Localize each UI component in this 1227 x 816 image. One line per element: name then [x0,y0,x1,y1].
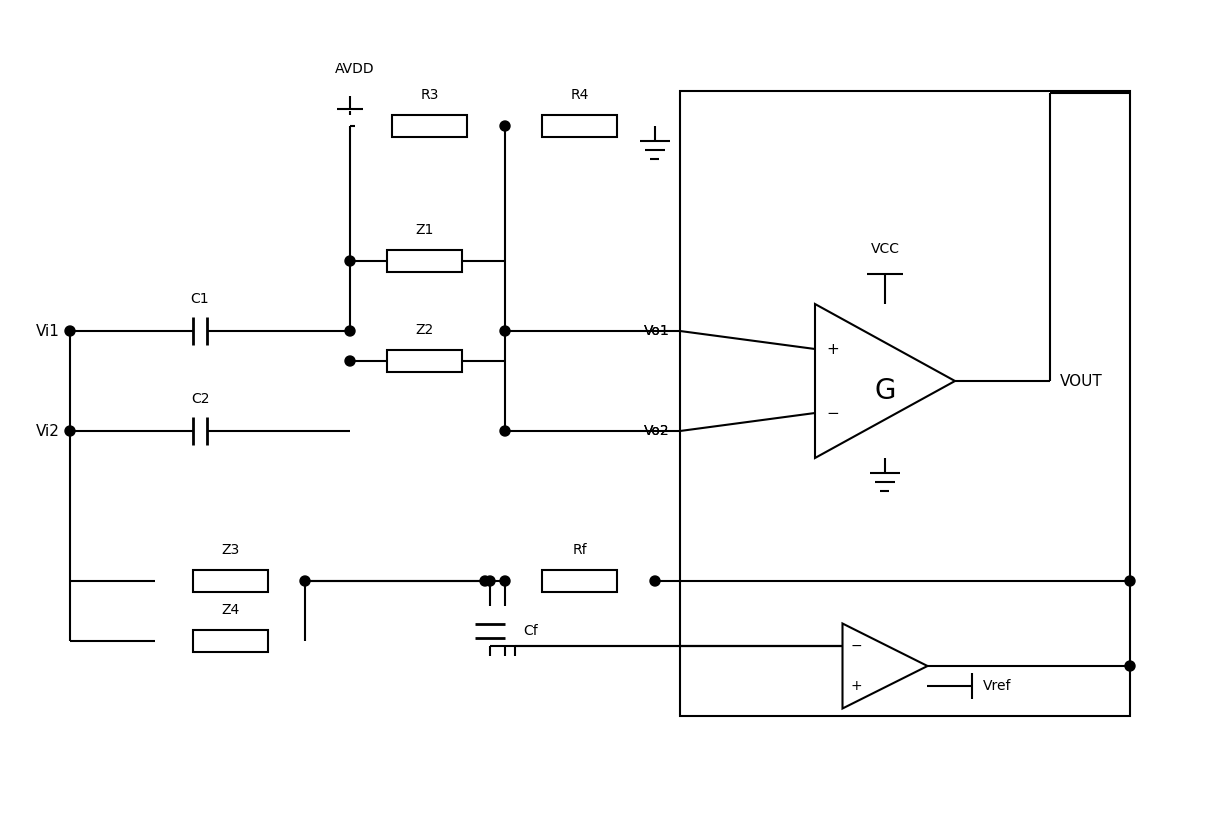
Circle shape [480,576,490,586]
Text: Z1: Z1 [416,223,434,237]
Circle shape [65,326,75,336]
Circle shape [345,256,355,266]
Text: Vi2: Vi2 [36,424,60,438]
Bar [388,250,463,272]
Circle shape [345,356,355,366]
Text: +: + [827,342,839,357]
Bar [393,115,467,137]
Circle shape [499,426,510,436]
Bar [193,570,267,592]
Circle shape [499,121,510,131]
Text: −: − [827,406,839,420]
Text: G: G [875,377,896,405]
Text: Vi1: Vi1 [36,323,60,339]
Text: Vref: Vref [983,679,1011,693]
Circle shape [499,326,510,336]
Circle shape [650,576,660,586]
Text: Z4: Z4 [221,603,239,617]
Text: VCC: VCC [870,242,899,256]
Text: Vo1: Vo1 [644,324,670,338]
Text: AVDD: AVDD [335,62,374,76]
Text: Vo2: Vo2 [644,424,670,438]
Text: R4: R4 [571,88,589,102]
Text: Z2: Z2 [416,323,434,337]
Bar [542,570,617,592]
Text: C2: C2 [190,392,210,406]
Text: +: + [850,679,863,693]
Text: Rf: Rf [573,543,588,557]
Bar [388,350,463,372]
Text: C1: C1 [190,292,210,306]
Text: R3: R3 [421,88,439,102]
Text: Z3: Z3 [221,543,239,557]
Text: −: − [850,639,863,653]
Circle shape [1125,576,1135,586]
Circle shape [485,576,494,586]
Bar [680,91,1130,716]
Bar [542,115,617,137]
Circle shape [1125,661,1135,671]
Circle shape [299,576,310,586]
Text: Cf: Cf [523,624,537,638]
Text: Vo2: Vo2 [644,424,670,438]
Text: VOUT: VOUT [1060,374,1103,388]
Text: Vo1: Vo1 [644,324,670,338]
Circle shape [65,426,75,436]
Circle shape [345,326,355,336]
Bar [193,630,267,652]
Circle shape [499,576,510,586]
